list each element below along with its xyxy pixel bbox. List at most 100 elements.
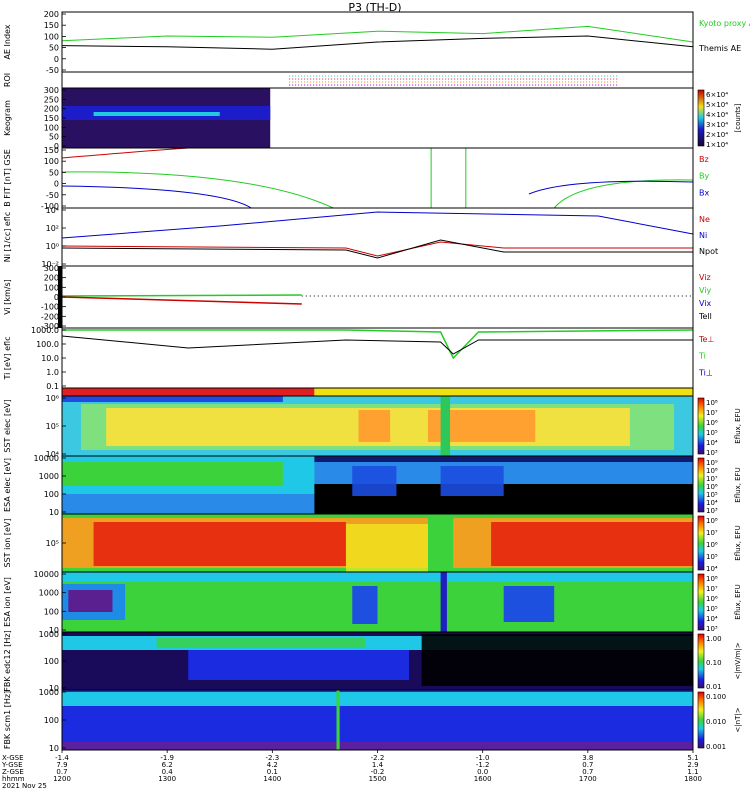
colorbar-tick-label: 10⁷ xyxy=(706,529,718,537)
spectrogram-band xyxy=(421,634,693,686)
colorbar-tick-label: 10⁸ xyxy=(706,399,718,407)
y-tick-label: 100 xyxy=(44,490,59,499)
x-tick-label: -2.2 xyxy=(371,754,385,762)
legend-ae: Themis AE xyxy=(698,44,741,53)
colorbar-tick-label: 1.00 xyxy=(706,635,722,643)
series-themis-ae xyxy=(61,35,694,50)
x-tick-label: 4.2 xyxy=(267,761,278,769)
y-tick-label: -200 xyxy=(41,312,59,321)
colorbar-tick-label: 0.10 xyxy=(706,659,722,667)
y-axis-label-vi: Vi [km/s] xyxy=(3,279,12,315)
y-tick-label: -50 xyxy=(46,191,59,200)
x-tick-label: 1600 xyxy=(474,775,492,783)
legend-vi: Viy xyxy=(699,286,712,295)
x-row-label: X-GSE xyxy=(2,754,24,762)
colorbar-unit-fbk_e: <|mV/m|> xyxy=(734,642,742,679)
y-tick-label: 1000 xyxy=(39,472,59,481)
legend-ti: Ti⊥ xyxy=(698,368,713,377)
x-tick-label: 1300 xyxy=(158,775,176,783)
series-bx xyxy=(528,180,694,195)
colorbar-tick-label: 10⁵ xyxy=(706,491,718,499)
panel-frame-vi xyxy=(61,265,694,329)
colorbar-unit-sst_i: Eflux, EFU xyxy=(734,525,742,560)
x-row-label: 2021 Nov 25 xyxy=(2,782,47,790)
colorbar-tick-label: 10⁷ xyxy=(706,409,718,417)
series-ni xyxy=(61,211,694,239)
colorbar-tick-label: 10⁵ xyxy=(706,429,718,437)
colorbar-tick-label: 0.100 xyxy=(706,693,726,701)
colorbar-tick-label: 10³ xyxy=(706,449,718,457)
spectrogram-band xyxy=(68,590,113,612)
y-tick-label: 10.0 xyxy=(41,354,59,363)
colorbar-tick-label: 10⁶ xyxy=(706,483,718,491)
colorbar-tick-label: 10⁵ xyxy=(706,605,718,613)
x-tick-label: 5.1 xyxy=(687,754,698,762)
y-tick-label: -50 xyxy=(46,66,59,75)
y-tick-label: 10⁴ xyxy=(46,206,59,215)
x-tick-label: 7.9 xyxy=(56,761,67,769)
panel-frame-ti xyxy=(61,327,694,389)
legend-ni: Npot xyxy=(699,247,718,256)
colorbar-unit-fbk_b: <|nT|> xyxy=(734,707,742,732)
spectrogram-band xyxy=(62,572,693,582)
legend-ni: Ni xyxy=(699,231,707,240)
y-tick-label: 10² xyxy=(46,224,59,233)
y-tick-label: -300 xyxy=(41,322,59,331)
spectrogram-band xyxy=(503,586,555,622)
series-by xyxy=(61,171,334,209)
keogram-image xyxy=(93,112,220,116)
status-bar-yellow xyxy=(314,388,693,396)
colorbar-unit-keo: [counts] xyxy=(734,103,742,132)
x-tick-label: 1200 xyxy=(53,775,71,783)
spectrogram-band xyxy=(336,690,340,750)
y-tick-label: 10⁴ xyxy=(46,450,59,459)
y-tick-label: 1000 xyxy=(39,589,59,598)
colorbar-tick-label: 3×10⁴ xyxy=(706,121,728,129)
y-axis-label-bfit: B FIT [nT] GSE xyxy=(3,149,12,207)
panel-frame-ni xyxy=(61,207,694,267)
colorbar-tick-label: 10⁴ xyxy=(706,439,718,447)
legend-bfit: By xyxy=(699,172,709,181)
y-tick-label: 150 xyxy=(44,146,59,155)
y-tick-label: -100 xyxy=(41,303,59,312)
spectrogram-band xyxy=(62,692,693,706)
x-row-label: Y-GSE xyxy=(1,761,23,769)
y-tick-label: -100 xyxy=(41,202,59,211)
y-tick-label: 10 xyxy=(49,684,59,693)
colorbar-tick-label: 2×10⁴ xyxy=(706,131,728,139)
plot-title: P3 (TH-D) xyxy=(348,1,401,14)
colorbar-keo xyxy=(697,89,705,147)
x-tick-label: -1.2 xyxy=(476,761,490,769)
y-tick-label: 100 xyxy=(44,607,59,616)
spectrogram-band xyxy=(314,456,693,462)
y-tick-label: 0 xyxy=(54,55,59,64)
x-row-label: Z-GSE xyxy=(2,768,24,776)
x-row-label: hhmm xyxy=(2,775,25,783)
y-tick-label: 300 xyxy=(44,86,59,95)
x-tick-label: 1400 xyxy=(263,775,281,783)
series-ti xyxy=(62,329,694,360)
colorbar-tick-label: 4×10⁴ xyxy=(706,111,728,119)
y-axis-label-sst_i: SST ion [eV] xyxy=(3,519,12,568)
colorbar-tick-label: 10⁶ xyxy=(706,419,718,427)
legend-ti: Ti xyxy=(698,352,706,361)
colorbar-tick-label: 10⁶ xyxy=(706,595,718,603)
colorbar-tick-label: 10³ xyxy=(706,625,718,633)
colorbar-tick-label: 10⁴ xyxy=(706,565,718,573)
y-tick-label: 250 xyxy=(44,95,59,104)
y-tick-label: 0 xyxy=(54,180,59,189)
colorbar-esa_i xyxy=(697,573,705,631)
colorbar-tick-label: 10⁸ xyxy=(706,517,718,525)
legend-vi: Viz xyxy=(699,273,711,282)
colorbar-unit-esa_e: Eflux, EFU xyxy=(734,467,742,502)
legend-vi: Vix xyxy=(699,299,712,308)
x-tick-label: 2.9 xyxy=(687,761,698,769)
colorbar-tick-label: 10⁶ xyxy=(706,541,718,549)
x-tick-label: 0.1 xyxy=(267,768,278,776)
x-tick-label: -1.9 xyxy=(160,754,174,762)
y-tick-label: 150 xyxy=(44,114,59,123)
y-tick-label: 1.0 xyxy=(46,368,59,377)
y-tick-label: 50 xyxy=(49,168,59,177)
y-tick-label: 300 xyxy=(44,264,59,273)
series-te xyxy=(61,335,693,355)
